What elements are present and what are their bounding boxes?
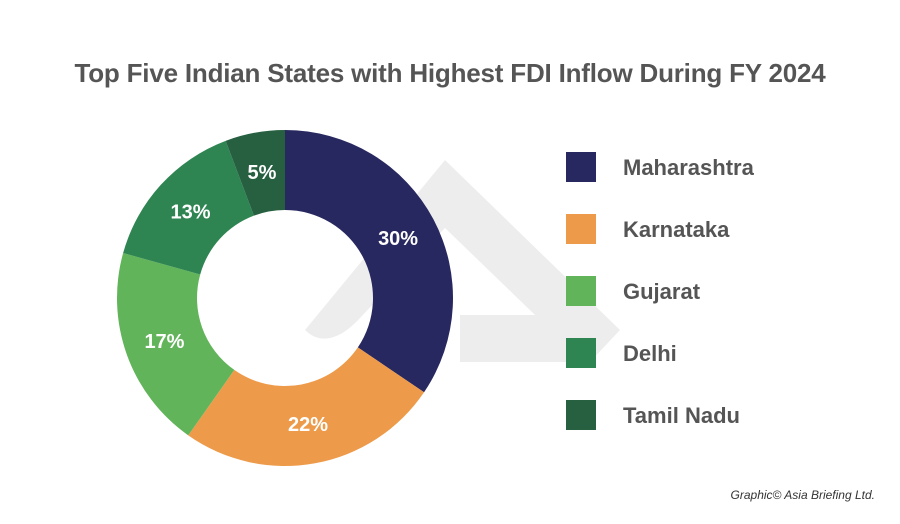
- watermark-logo: [305, 160, 620, 362]
- legend-label: Delhi: [623, 341, 677, 366]
- slice-label-karnataka: 22%: [288, 414, 328, 436]
- legend-item-maharashtra: Maharashtra: [566, 150, 826, 184]
- legend-item-karnataka: Karnataka: [566, 212, 826, 246]
- legend-label: Maharashtra: [623, 155, 754, 180]
- credit-text: Graphic© Asia Briefing Ltd.: [730, 488, 875, 502]
- chart-title: Top Five Indian States with Highest FDI …: [74, 58, 826, 88]
- legend-label: Tamil Nadu: [623, 403, 740, 428]
- slice-karnataka: [188, 347, 425, 466]
- legend-item-gujarat: Gujarat: [566, 274, 826, 308]
- slice-label-delhi: 13%: [170, 202, 210, 224]
- slice-tamil-nadu: [225, 130, 285, 216]
- legend-label: Karnataka: [623, 217, 730, 242]
- legend-swatch: [566, 214, 596, 244]
- slice-label-gujarat: 17%: [144, 331, 184, 353]
- slice-delhi: [123, 140, 254, 275]
- legend-item-delhi: Delhi: [566, 336, 826, 370]
- legend-swatch: [566, 152, 596, 182]
- slice-label-tamil-nadu: 5%: [248, 162, 277, 184]
- legend-swatch: [566, 338, 596, 368]
- slice-gujarat: [116, 253, 235, 436]
- legend-swatch: [566, 276, 596, 306]
- slice-label-maharashtra: 30%: [378, 228, 418, 250]
- legend-label: Gujarat: [623, 279, 701, 304]
- legend-item-tamil-nadu: Tamil Nadu: [566, 398, 826, 432]
- slice-maharashtra: [285, 130, 453, 393]
- legend-swatch: [566, 400, 596, 430]
